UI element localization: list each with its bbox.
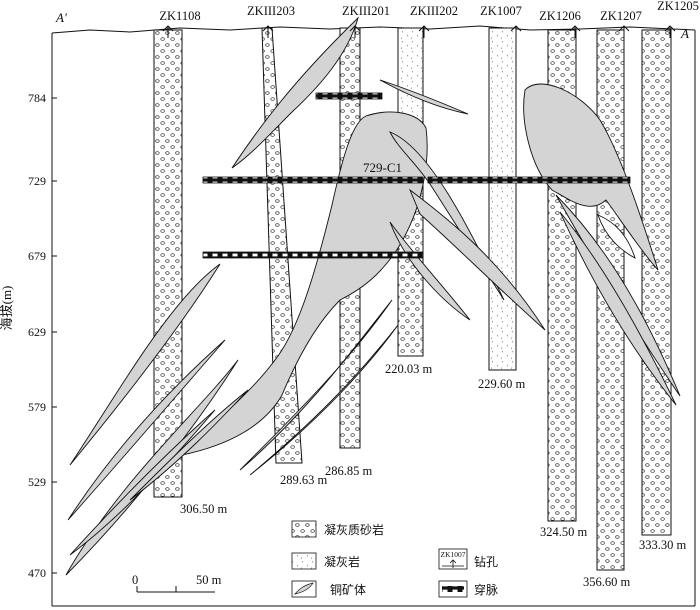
collar-arrow [618, 25, 630, 38]
section-label-right: A [680, 26, 689, 41]
orebody-right-cutout [597, 214, 636, 259]
legend-label-tuffaceous-sandstone: 凝灰质砂岩 [324, 522, 384, 537]
legend-swatch-orebody [294, 582, 314, 595]
tick-label: 579 [28, 400, 46, 414]
legend-drillhole-symbol-label: ZK1007 [441, 550, 466, 559]
tick-label: 629 [28, 325, 46, 339]
crosscut-729-right [427, 176, 631, 184]
tick-label: 784 [28, 91, 46, 105]
section-label-left: A' [55, 10, 67, 25]
crosscut-679 [202, 251, 424, 259]
orebody-left-1 [69, 263, 221, 466]
collar-arrow [162, 25, 174, 38]
orebody-main [180, 111, 428, 456]
legend-drillhole-arrow-icon [442, 559, 464, 568]
collar-arrow [569, 25, 581, 38]
legend-label-orebody: 铜矿体 [330, 582, 366, 597]
drillhole-id: ZK1205 [657, 0, 699, 13]
drillhole-id: ZKIII203 [247, 4, 295, 18]
collar-arrow [510, 25, 522, 38]
tick-label: 679 [28, 249, 46, 263]
drillhole-id: ZK1108 [159, 9, 200, 23]
orebody-left-5 [129, 389, 249, 501]
collar-arrow [262, 25, 274, 38]
drillhole-zk1205 [641, 29, 672, 536]
orebody-top-lens [231, 16, 359, 169]
drillhole-id: ZK1007 [480, 4, 522, 18]
crosscut-upper [315, 92, 383, 100]
drillhole-id: ZKIII202 [410, 4, 458, 18]
scale-bar: 0 50 m [132, 573, 222, 593]
drillhole-zk1108 [153, 29, 183, 498]
legend-label-tuff: 凝灰岩 [324, 554, 360, 569]
collar-arrow [349, 25, 361, 38]
legend-swatch-crosscut [442, 586, 464, 592]
legend: 凝灰质砂岩 凝灰岩 铜矿体 ZK1007 钻孔 穿脉 [291, 520, 498, 598]
drillhole-depth: 229.60 m [478, 377, 526, 391]
axis-title: 海拔(m) [0, 286, 14, 331]
crosscut-729-left [202, 176, 424, 184]
legend-swatch-tuffaceous-sandstone [291, 520, 317, 538]
scale-end: 50 m [196, 573, 222, 587]
copper-orebodies [65, 16, 681, 576]
orebody-right-vein-2 [559, 211, 677, 406]
legend-swatch-frame-drillhole [438, 548, 468, 570]
legend-label-crosscut: 穿脉 [474, 582, 498, 597]
tick-label: 529 [28, 475, 46, 489]
axis-ticks [52, 97, 57, 574]
drillhole-labels: ZK1108 ZKIII203 ZKIII201 ZKIII202 ZK1007… [159, 0, 698, 589]
collar-arrow [418, 25, 430, 38]
drillhole-depth: 306.50 m [180, 502, 228, 516]
orebody-label: 729-C1 [363, 160, 402, 175]
scale-start: 0 [132, 573, 138, 587]
legend-label-drillhole: 钻孔 [474, 554, 498, 569]
collar-arrow [664, 25, 676, 38]
orebody-low-vein-2 [249, 324, 399, 476]
drillhole-zk1007 [488, 27, 517, 371]
orebody-vein-ext [408, 188, 546, 331]
orebody-left-3 [65, 359, 239, 576]
elevation-axis: 784 729 679 629 579 529 470 海拔(m) [0, 91, 57, 580]
crosscuts [202, 92, 631, 259]
drillhole-id: ZKIII201 [342, 4, 390, 18]
orebody-vein-upper [379, 79, 469, 115]
drillhole-depth: 324.50 m [540, 525, 588, 539]
orebody-low-vein-1 [239, 299, 393, 471]
orebody-left-2 [67, 339, 226, 521]
drillhole-depth: 289.63 m [280, 473, 328, 487]
drillhole-id: ZK1206 [539, 9, 581, 23]
drillhole-collars [162, 25, 676, 38]
drillhole-id: ZK1207 [600, 9, 642, 23]
orebody-left-4 [69, 409, 216, 556]
tick-label: 470 [28, 566, 46, 580]
tick-label: 729 [28, 174, 46, 188]
drillholes [153, 27, 672, 571]
legend-swatch-tuff [291, 552, 317, 570]
drillhole-depth: 286.85 m [325, 464, 373, 478]
drillhole-depth: 220.03 m [385, 362, 433, 376]
drillhole-depth: 333.30 m [639, 538, 687, 552]
drillhole-depth: 356.60 m [583, 575, 631, 589]
